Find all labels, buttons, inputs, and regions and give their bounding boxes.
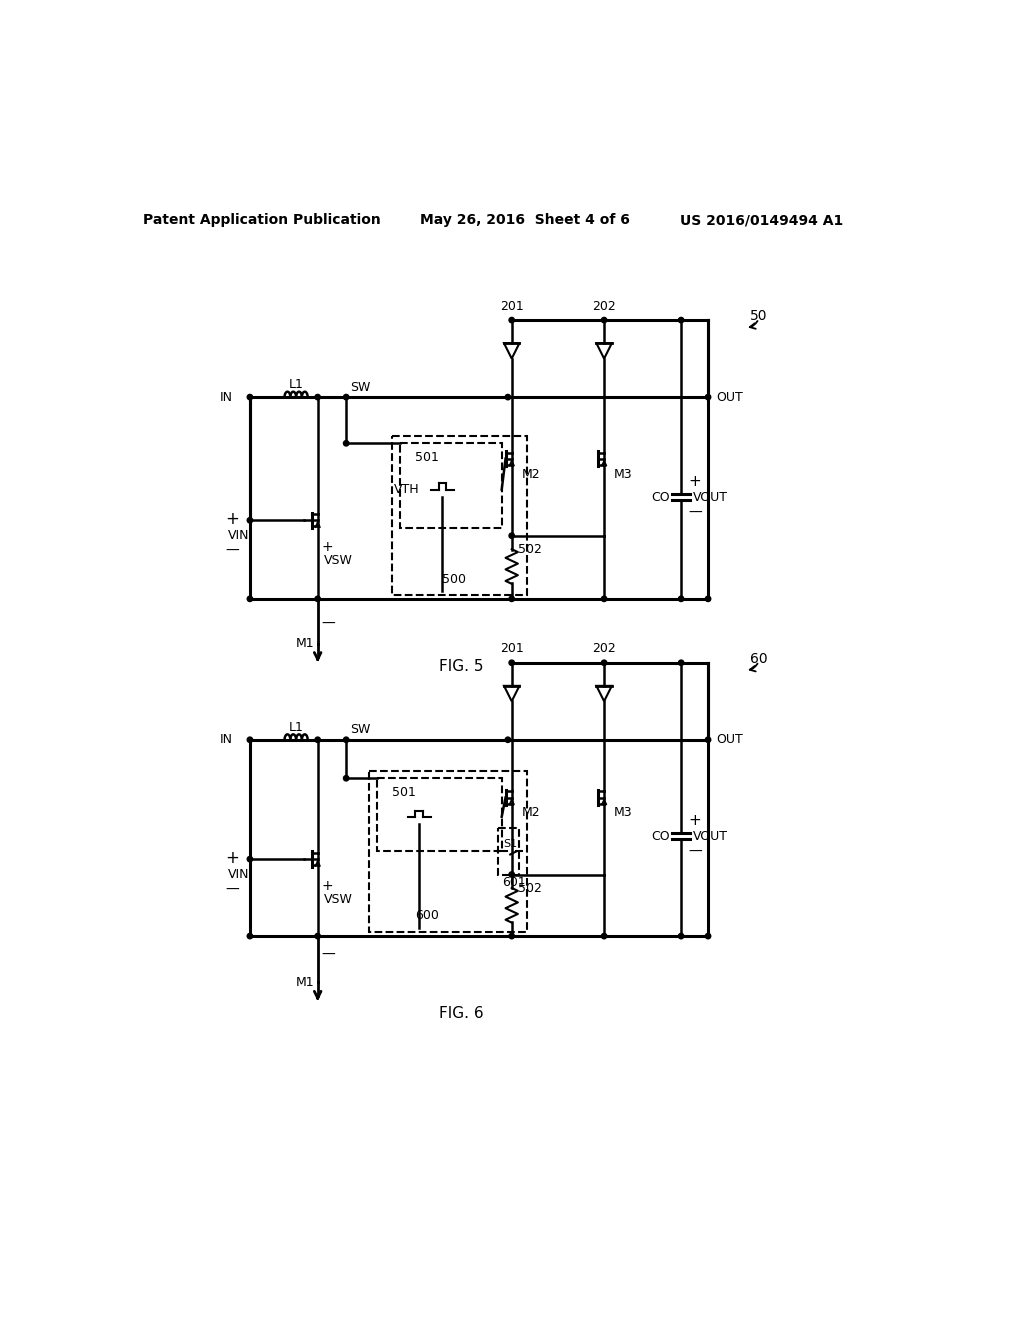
Text: +: + bbox=[689, 813, 701, 828]
Circle shape bbox=[601, 660, 607, 665]
Text: 201: 201 bbox=[500, 643, 523, 656]
Text: M2: M2 bbox=[521, 807, 541, 820]
Circle shape bbox=[601, 933, 607, 939]
Circle shape bbox=[315, 597, 321, 602]
Text: S1: S1 bbox=[503, 838, 517, 849]
Circle shape bbox=[247, 857, 253, 862]
Circle shape bbox=[706, 737, 711, 742]
Circle shape bbox=[247, 737, 253, 742]
Text: VOUT: VOUT bbox=[692, 829, 728, 842]
Text: OUT: OUT bbox=[716, 391, 742, 404]
Circle shape bbox=[679, 597, 684, 602]
Text: FIG. 5: FIG. 5 bbox=[439, 659, 484, 675]
Text: VOUT: VOUT bbox=[692, 491, 728, 504]
Text: M2: M2 bbox=[521, 467, 541, 480]
Text: IN: IN bbox=[220, 391, 233, 404]
Text: L1: L1 bbox=[289, 379, 303, 391]
Text: +: + bbox=[322, 540, 333, 554]
Circle shape bbox=[679, 317, 684, 323]
Circle shape bbox=[343, 441, 349, 446]
Circle shape bbox=[601, 597, 607, 602]
Bar bbox=[400, 444, 502, 528]
Circle shape bbox=[247, 933, 253, 939]
Text: IN: IN bbox=[220, 733, 233, 746]
Text: +: + bbox=[322, 879, 333, 894]
Circle shape bbox=[315, 395, 321, 400]
Text: —: — bbox=[689, 506, 702, 520]
Circle shape bbox=[247, 517, 253, 523]
Text: VIN: VIN bbox=[228, 869, 250, 880]
Text: SW: SW bbox=[350, 723, 371, 737]
Circle shape bbox=[343, 395, 349, 400]
Text: 202: 202 bbox=[592, 643, 616, 656]
Text: M3: M3 bbox=[614, 467, 633, 480]
Text: FIG. 6: FIG. 6 bbox=[439, 1006, 484, 1020]
Text: —: — bbox=[689, 845, 702, 858]
Circle shape bbox=[315, 933, 321, 939]
Text: VIN: VIN bbox=[228, 529, 250, 543]
Text: 502: 502 bbox=[518, 882, 542, 895]
Circle shape bbox=[679, 660, 684, 665]
Text: 60: 60 bbox=[751, 652, 768, 665]
Text: 601: 601 bbox=[502, 875, 525, 888]
Text: CO: CO bbox=[651, 491, 670, 504]
Text: —: — bbox=[322, 618, 335, 631]
Bar bbox=[498, 829, 519, 874]
Circle shape bbox=[509, 317, 514, 323]
Circle shape bbox=[706, 597, 711, 602]
Text: M1: M1 bbox=[296, 638, 314, 649]
Circle shape bbox=[509, 871, 514, 878]
Circle shape bbox=[706, 395, 711, 400]
Text: M3: M3 bbox=[614, 807, 633, 820]
Text: —: — bbox=[322, 948, 335, 962]
Text: VTH: VTH bbox=[393, 483, 419, 496]
Circle shape bbox=[247, 395, 253, 400]
Text: +: + bbox=[225, 849, 240, 866]
Text: May 26, 2016  Sheet 4 of 6: May 26, 2016 Sheet 4 of 6 bbox=[420, 213, 630, 227]
Circle shape bbox=[706, 933, 711, 939]
Text: 201: 201 bbox=[500, 300, 523, 313]
Text: M1: M1 bbox=[296, 975, 314, 989]
Text: 202: 202 bbox=[592, 300, 616, 313]
Circle shape bbox=[247, 597, 253, 602]
Circle shape bbox=[509, 660, 514, 665]
Bar bbox=[377, 779, 502, 851]
Text: 600: 600 bbox=[415, 908, 439, 921]
Bar bbox=[392, 436, 527, 595]
Circle shape bbox=[505, 737, 511, 742]
Circle shape bbox=[505, 395, 511, 400]
Text: SW: SW bbox=[350, 380, 371, 393]
Text: VSW: VSW bbox=[324, 554, 352, 566]
Circle shape bbox=[509, 933, 514, 939]
Circle shape bbox=[509, 533, 514, 539]
Text: —: — bbox=[225, 544, 239, 558]
Circle shape bbox=[343, 737, 349, 742]
Text: US 2016/0149494 A1: US 2016/0149494 A1 bbox=[680, 213, 844, 227]
Text: L1: L1 bbox=[289, 721, 303, 734]
Circle shape bbox=[509, 597, 514, 602]
Text: 500: 500 bbox=[442, 573, 466, 586]
Text: +: + bbox=[689, 474, 701, 490]
Text: +: + bbox=[225, 510, 240, 528]
Text: 502: 502 bbox=[518, 543, 542, 556]
Text: 501: 501 bbox=[392, 785, 416, 799]
Text: 501: 501 bbox=[415, 450, 439, 463]
Circle shape bbox=[601, 317, 607, 323]
Circle shape bbox=[679, 933, 684, 939]
Text: CO: CO bbox=[651, 829, 670, 842]
Text: Patent Application Publication: Patent Application Publication bbox=[142, 213, 380, 227]
Text: VSW: VSW bbox=[324, 892, 352, 906]
Bar bbox=[370, 771, 527, 932]
Circle shape bbox=[343, 776, 349, 781]
Text: —: — bbox=[225, 883, 239, 896]
Text: OUT: OUT bbox=[716, 733, 742, 746]
Text: 50: 50 bbox=[751, 309, 768, 323]
Circle shape bbox=[315, 737, 321, 742]
